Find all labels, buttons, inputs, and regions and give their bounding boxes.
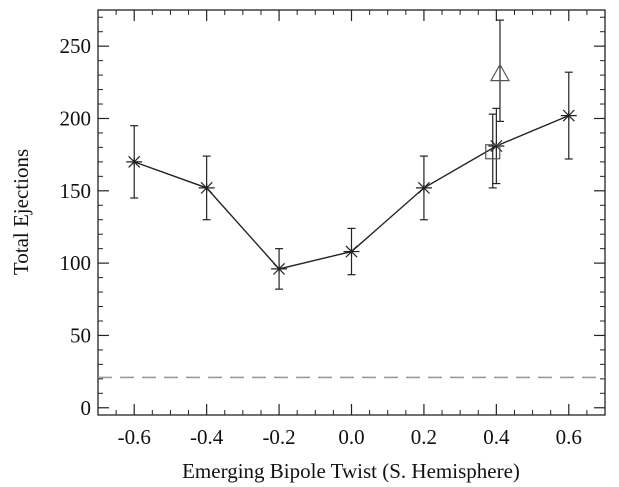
x-axis-label: Emerging Bipole Twist (S. Hemisphere) <box>182 459 520 483</box>
axis-ticks <box>98 10 605 415</box>
y-tick-label: 50 <box>70 323 91 347</box>
x-tick-label: 0.0 <box>338 425 364 449</box>
y-tick-label: 0 <box>81 396 92 420</box>
x-tick-label: 0.6 <box>556 425 582 449</box>
y-axis-label: Total Ejections <box>9 149 33 275</box>
data-point-asterisk <box>199 182 215 193</box>
data-point-asterisk <box>271 263 287 274</box>
y-tick-label: 200 <box>60 106 92 130</box>
plot-frame <box>98 10 605 415</box>
tick-labels: -0.6 -0.4 -0.2 0.0 0.2 0.4 0.6 0 50 100 150 200 250 <box>60 34 582 449</box>
y-tick-label: 150 <box>60 179 92 203</box>
data-point-asterisk <box>344 246 360 257</box>
y-tick-label: 250 <box>60 34 92 58</box>
data-point-asterisk <box>561 110 577 121</box>
x-tick-label: -0.2 <box>262 425 295 449</box>
x-tick-label: 0.4 <box>483 425 510 449</box>
y-tick-label: 100 <box>60 251 92 275</box>
x-tick-label: -0.6 <box>118 425 151 449</box>
series-layer <box>126 20 577 289</box>
x-tick-label: -0.4 <box>190 425 224 449</box>
x-tick-label: 0.2 <box>411 425 437 449</box>
data-point-asterisk <box>126 156 142 167</box>
